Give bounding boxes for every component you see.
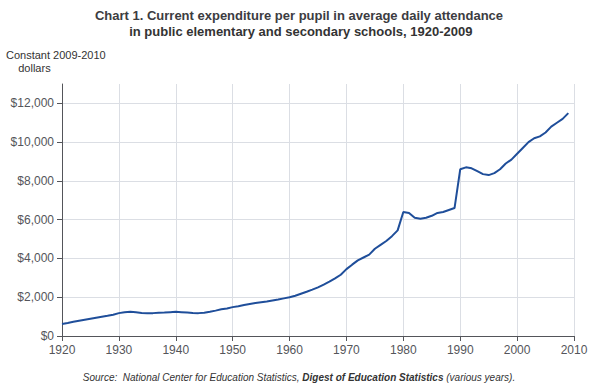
svg-text:$6,000: $6,000	[17, 213, 54, 227]
svg-text:1930: 1930	[106, 343, 133, 357]
svg-text:$0: $0	[41, 329, 55, 343]
svg-text:1970: 1970	[333, 343, 360, 357]
svg-text:$8,000: $8,000	[17, 174, 54, 188]
svg-text:1990: 1990	[447, 343, 474, 357]
svg-text:in public elementary and secon: in public elementary and secondary schoo…	[126, 24, 473, 39]
svg-text:1960: 1960	[276, 343, 303, 357]
svg-text:(various years).: (various years).	[443, 372, 515, 383]
svg-text:1980: 1980	[390, 343, 417, 357]
svg-text:$10,000: $10,000	[11, 135, 55, 149]
svg-text:2010: 2010	[561, 343, 588, 357]
svg-text:Chart 1. Current expenditure p: Chart 1. Current expenditure per pupil i…	[95, 8, 503, 23]
svg-text:2000: 2000	[504, 343, 531, 357]
svg-text:$2,000: $2,000	[17, 290, 54, 304]
svg-text:1950: 1950	[219, 343, 246, 357]
svg-text:dollars: dollars	[6, 62, 51, 74]
svg-text:Digest of Education Statistics: Digest of Education Statistics	[302, 372, 444, 383]
svg-text:1940: 1940	[162, 343, 189, 357]
svg-text:Constant 2009-2010: Constant 2009-2010	[6, 49, 106, 61]
svg-text:1920: 1920	[49, 343, 76, 357]
svg-text:Source: National Center for E: Source: National Center for Education St…	[83, 372, 303, 383]
svg-text:$4,000: $4,000	[17, 251, 54, 265]
svg-text:$12,000: $12,000	[11, 96, 55, 110]
